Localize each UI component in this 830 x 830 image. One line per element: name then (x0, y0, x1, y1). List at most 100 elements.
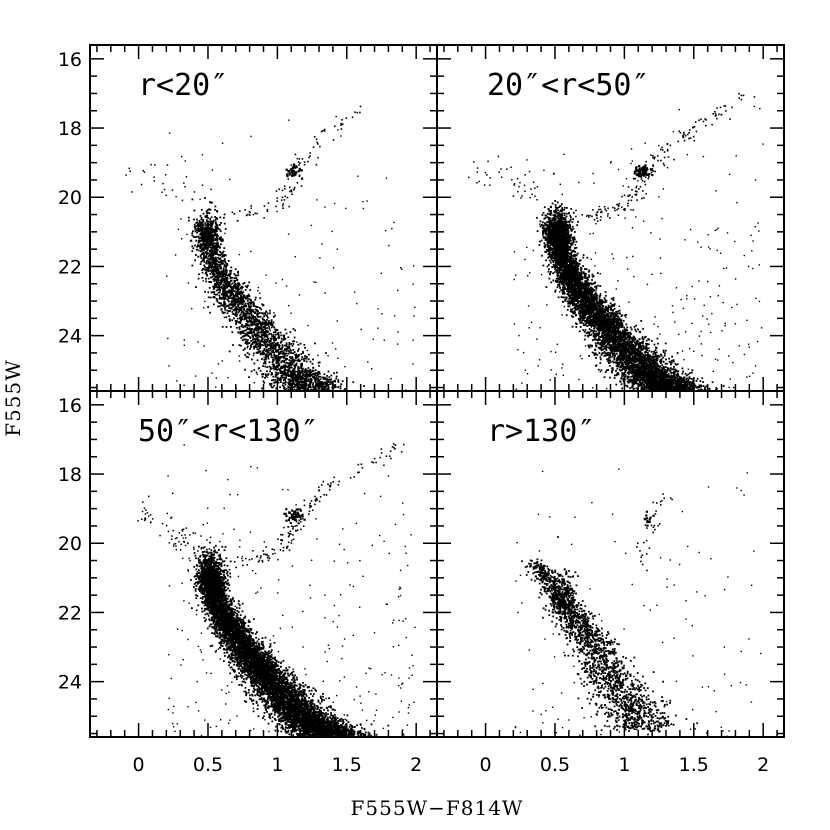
star-point (296, 377, 299, 380)
star-point (238, 326, 241, 329)
star-point (262, 323, 264, 325)
star-point (292, 343, 295, 345)
star-point (318, 361, 321, 364)
star-point (214, 226, 217, 228)
star-point (232, 293, 234, 295)
star-point (215, 217, 218, 219)
star-point (277, 377, 280, 380)
star-point (334, 380, 336, 382)
star-point (207, 220, 210, 223)
star-point (228, 281, 231, 284)
star-point (663, 368, 666, 371)
star-point (599, 358, 602, 361)
star-point (591, 351, 594, 354)
star-point (232, 313, 234, 315)
star-point (547, 270, 550, 273)
star-point (205, 250, 208, 253)
star-point (629, 387, 631, 390)
star-point (292, 386, 294, 388)
star-point (269, 382, 271, 385)
star-point (287, 350, 290, 352)
star-point (267, 354, 270, 357)
star-point (297, 350, 299, 352)
star-point (200, 238, 203, 240)
star-point (269, 353, 272, 355)
star-point (356, 302, 358, 305)
star-point (588, 355, 590, 357)
star-point (305, 357, 308, 360)
star-point (637, 383, 640, 385)
star-point (240, 295, 242, 297)
star-point (336, 248, 338, 250)
star-point (302, 385, 305, 388)
star-point (244, 347, 246, 350)
star-point (204, 230, 206, 233)
star-point (285, 387, 288, 390)
star-point (255, 309, 258, 311)
star-point (229, 270, 231, 272)
star-point (212, 253, 214, 255)
star-point (277, 335, 280, 338)
star-point (218, 287, 221, 289)
star-point (210, 252, 213, 254)
star-point (315, 281, 317, 283)
star-point (209, 269, 212, 272)
star-point (316, 199, 318, 201)
star-point (215, 229, 218, 232)
star-point (202, 280, 204, 282)
star-point (231, 211, 234, 214)
star-point (249, 303, 252, 305)
star-point (586, 319, 589, 322)
star-point (206, 215, 208, 218)
star-point (298, 158, 300, 160)
star-point (233, 281, 236, 283)
star-point (255, 371, 258, 374)
star-point (554, 258, 557, 260)
star-point (225, 277, 228, 279)
star-point (309, 152, 311, 154)
star-point (248, 342, 251, 344)
star-point (206, 214, 208, 217)
star-point (200, 261, 203, 263)
star-point (303, 380, 306, 383)
star-point (290, 380, 293, 382)
star-point (221, 251, 224, 254)
star-point (267, 355, 269, 358)
star-point (235, 274, 238, 277)
star-point (647, 363, 649, 366)
star-point (301, 158, 304, 160)
star-point (626, 384, 628, 387)
star-point (259, 323, 262, 326)
star-point (242, 294, 245, 296)
star-point (252, 331, 255, 334)
star-point (258, 326, 261, 328)
star-point (288, 119, 290, 121)
star-point (220, 243, 222, 246)
star-point (240, 319, 243, 322)
star-point (211, 263, 214, 265)
star-point (243, 332, 246, 335)
star-point (222, 289, 225, 292)
star-point (265, 333, 268, 336)
star-point (263, 348, 266, 350)
star-point (270, 367, 273, 370)
ticks (90, 45, 437, 391)
star-point (211, 255, 213, 257)
star-point (325, 352, 327, 354)
star-point (303, 370, 306, 373)
star-point (163, 188, 166, 191)
star-point (252, 352, 255, 355)
star-point (281, 344, 284, 346)
star-point (222, 273, 225, 275)
star-point (583, 330, 586, 333)
star-point (228, 307, 231, 309)
star-point (223, 298, 225, 300)
star-point (258, 319, 260, 322)
star-point (551, 247, 554, 250)
star-point (608, 362, 610, 365)
star-point (292, 352, 295, 355)
star-point (184, 186, 186, 188)
star-point (237, 331, 240, 334)
star-point (246, 321, 249, 323)
star-point (214, 239, 216, 241)
